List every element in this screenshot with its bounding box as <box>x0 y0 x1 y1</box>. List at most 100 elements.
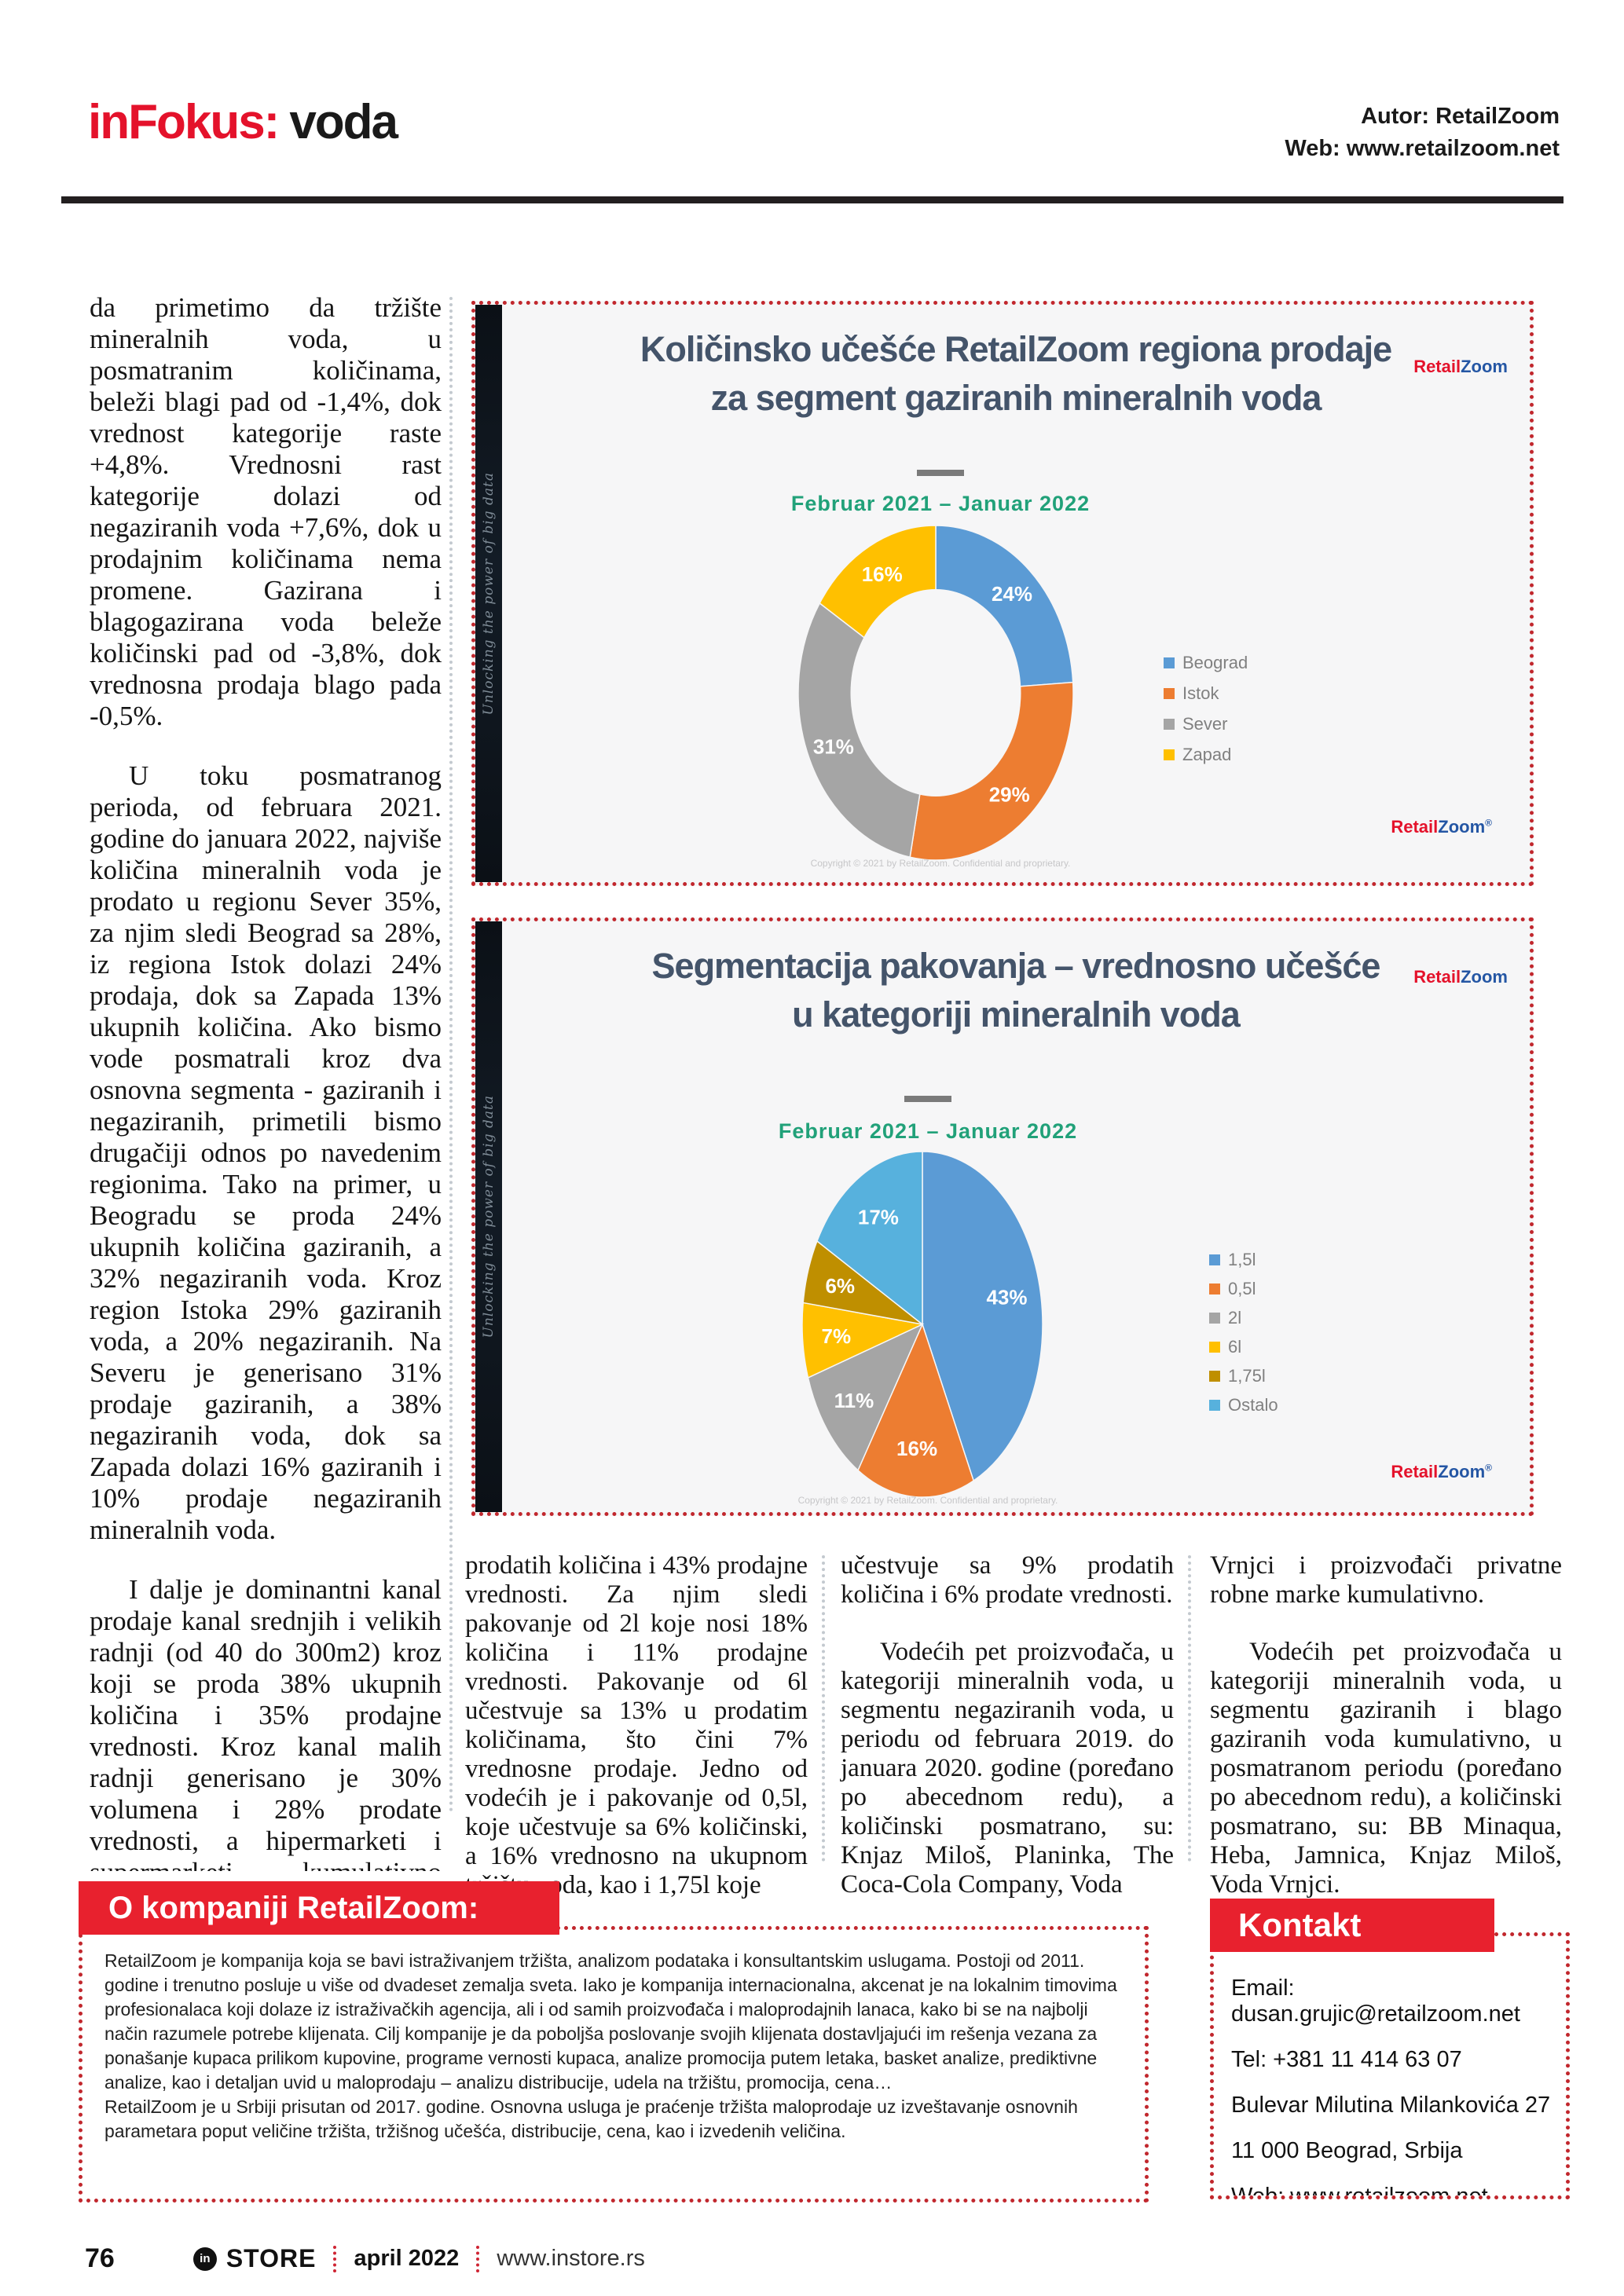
legend-swatch-icon <box>1209 1371 1220 1382</box>
page-title: inFokus: voda <box>88 94 398 150</box>
legend-label: Zapad <box>1182 745 1232 764</box>
chart-title: Segmentacija pakovanja – vrednosno učešć… <box>543 942 1488 1039</box>
pie-slice-1,5l <box>922 1151 1043 1482</box>
section-topic: voda <box>289 95 398 149</box>
donut-chart-regions: 24% 29% 31% 16% <box>797 525 1074 861</box>
watermark-part-red: Retail <box>1391 1462 1439 1481</box>
pie-chart-packaging: 43% 16% 11% 7% 6% 17% <box>801 1151 1043 1498</box>
donut-hole <box>850 588 1021 797</box>
legend-swatch-icon <box>1164 688 1175 699</box>
article-column-1: da primetimo da tržište mineralnih voda,… <box>90 292 442 1871</box>
legend-item: Sever <box>1164 714 1248 734</box>
legend-swatch-icon <box>1209 1283 1220 1294</box>
watermark-part-red: Retail <box>1391 817 1439 837</box>
pie-slice-2l <box>807 1323 924 1472</box>
legend-swatch-icon <box>1209 1400 1220 1411</box>
chart-title-line2: u kategoriji mineralnih voda <box>792 994 1241 1034</box>
pie-slice-0,5l <box>857 1322 975 1498</box>
slice-label: 16% <box>896 1437 937 1460</box>
legend-item: Zapad <box>1164 745 1248 765</box>
author-line: Autor: RetailZoom <box>1361 104 1560 129</box>
chart-box-regions: Unlocking the power of big data Količins… <box>471 301 1534 886</box>
sidebar-slogan: Unlocking the power of big data <box>481 471 497 716</box>
footer-brand: in STORE <box>192 2244 317 2273</box>
pie-slice-Ostalo <box>816 1151 923 1326</box>
contact-section-label: Kontakt <box>1210 1899 1494 1952</box>
legend-label: Ostalo <box>1228 1395 1278 1415</box>
legend-item: 6l <box>1209 1337 1278 1357</box>
footer-separator <box>333 2245 337 2272</box>
legend-item: 2l <box>1209 1308 1278 1328</box>
column-divider <box>822 1555 825 1862</box>
article-column-2: prodatih količina i 43% prodajne vrednos… <box>465 1551 808 1928</box>
logo-part-blue: Zoom <box>1461 967 1508 987</box>
legend-swatch-icon <box>1209 1313 1220 1324</box>
web-line: Web: www.retailzoom.net <box>1285 136 1560 161</box>
slice-label: 29% <box>989 782 1030 806</box>
retailzoom-logo: RetailZoom <box>1413 967 1508 987</box>
article-paragraph: učestvuje sa 9% prodatih količina i 6% p… <box>841 1551 1174 1609</box>
slice-label: 7% <box>822 1324 852 1348</box>
slice-label: 43% <box>986 1285 1027 1309</box>
legend-label: Beograd <box>1182 653 1248 672</box>
article-paragraph: da primetimo da tržište mineralnih voda,… <box>90 292 442 731</box>
article-paragraph: Vodećih pet proizvođača, u kategoriji mi… <box>841 1638 1174 1899</box>
legend-swatch-icon <box>1164 657 1175 668</box>
chart-content: Količinsko učešće RetailZoom regiona pro… <box>502 305 1530 882</box>
chart-period-label: Februar 2021 – Januar 2022 <box>778 1119 1078 1143</box>
title-dash <box>904 1096 951 1102</box>
article-paragraph: Vodećih pet proizvođača u kategoriji min… <box>1210 1638 1562 1899</box>
legend-label: 2l <box>1228 1308 1242 1327</box>
chart-sidebar-banner: Unlocking the power of big data <box>475 305 502 882</box>
instore-circle-icon: in <box>192 2247 217 2271</box>
contact-line: Bulevar Milutina Milankovića 27 <box>1231 2093 1551 2118</box>
chart-title-line1: Količinsko učešće RetailZoom regiona pro… <box>640 329 1392 369</box>
contact-line: Web: www.retailzoom.net <box>1231 2184 1488 2199</box>
legend-swatch-icon <box>1164 719 1175 730</box>
about-section-body: RetailZoom je kompanija koja se bavi ist… <box>79 1926 1149 2203</box>
footer-separator <box>476 2245 480 2272</box>
chart-copyright: Copyright © 2021 by RetailZoom. Confiden… <box>810 858 1071 869</box>
article-paragraph: U toku posmatranog perioda, od februara … <box>90 760 442 1545</box>
article-column-4: Vrnjci i proizvođači privatne robne mark… <box>1210 1551 1562 1928</box>
legend-item: Ostalo <box>1209 1395 1278 1415</box>
page-footer: 76 in STORE april 2022 www.instore.rs <box>85 2243 645 2274</box>
watermark-part-blue: Zoom <box>1438 817 1486 837</box>
retailzoom-watermark: RetailZoom® <box>1391 817 1492 837</box>
about-section-label: O kompaniji RetailZoom: <box>79 1881 559 1935</box>
contact-line: 11 000 Beograd, Srbija <box>1231 2138 1463 2163</box>
chart-content: Segmentacija pakovanja – vrednosno učešć… <box>502 921 1530 1512</box>
slice-label: 11% <box>834 1389 874 1412</box>
logo-part-blue: Zoom <box>1461 357 1508 376</box>
issue-date: april 2022 <box>354 2246 460 2271</box>
legend-label: 1,75l <box>1228 1366 1266 1386</box>
chart-title-line2: za segment gaziranih mineralnih voda <box>710 378 1322 418</box>
footer-website: www.instore.rs <box>497 2246 645 2271</box>
legend-item: Beograd <box>1164 653 1248 673</box>
contact-line: Tel: +381 11 414 63 07 <box>1231 2047 1462 2072</box>
legend-label: 1,5l <box>1228 1250 1256 1269</box>
about-paragraph: RetailZoom je u Srbiji prisutan od 2017.… <box>104 2096 1078 2141</box>
retailzoom-logo: RetailZoom <box>1413 357 1508 377</box>
article-column-3: učestvuje sa 9% prodatih količina i 6% p… <box>841 1551 1174 1928</box>
chart-legend: Beograd Istok Sever Zapad <box>1164 653 1248 765</box>
legend-item: 1,75l <box>1209 1366 1278 1386</box>
logo-part-red: Retail <box>1413 357 1461 376</box>
legend-label: Sever <box>1182 714 1228 734</box>
page-number: 76 <box>85 2243 115 2273</box>
title-dash <box>917 470 964 476</box>
slice-label: 16% <box>862 562 903 586</box>
retailzoom-watermark: RetailZoom® <box>1391 1462 1492 1482</box>
slice-label: 6% <box>825 1274 855 1298</box>
legend-swatch-icon <box>1164 749 1175 760</box>
logo-part-red: Retail <box>1413 967 1461 987</box>
chart-title-line1: Segmentacija pakovanja – vrednosno učešć… <box>651 946 1381 986</box>
brand-store: STORE <box>225 2244 317 2272</box>
column-divider <box>1188 1555 1191 1862</box>
chart-legend: 1,5l 0,5l 2l 6l 1,75l Ostalo <box>1209 1250 1278 1415</box>
column-divider <box>449 297 453 1813</box>
chart-title: Količinsko učešće RetailZoom regiona pro… <box>543 325 1488 423</box>
sidebar-slogan: Unlocking the power of big data <box>481 1095 497 1338</box>
author-block: Autor: RetailZoom Web: www.retailzoom.ne… <box>1285 101 1560 165</box>
